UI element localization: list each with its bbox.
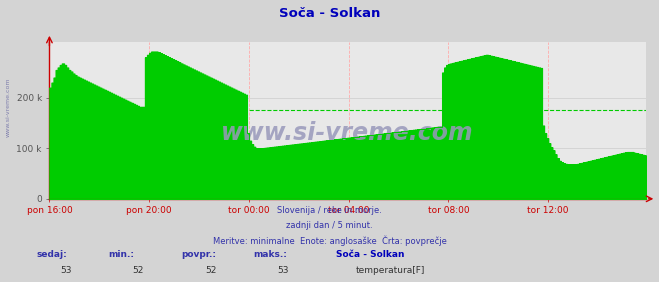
Text: www.si-vreme.com: www.si-vreme.com bbox=[221, 121, 474, 145]
Text: Soča - Solkan: Soča - Solkan bbox=[336, 250, 405, 259]
Text: Soča - Solkan: Soča - Solkan bbox=[279, 7, 380, 20]
Text: zadnji dan / 5 minut.: zadnji dan / 5 minut. bbox=[286, 221, 373, 230]
Text: 53: 53 bbox=[277, 266, 289, 275]
Text: 52: 52 bbox=[132, 266, 144, 275]
Text: sedaj:: sedaj: bbox=[36, 250, 67, 259]
Text: temperatura[F]: temperatura[F] bbox=[356, 266, 425, 275]
Text: Meritve: minimalne  Enote: anglosaške  Črta: povprečje: Meritve: minimalne Enote: anglosaške Črt… bbox=[213, 236, 446, 246]
Text: www.si-vreme.com: www.si-vreme.com bbox=[5, 78, 11, 137]
Text: maks.:: maks.: bbox=[254, 250, 287, 259]
Text: povpr.:: povpr.: bbox=[181, 250, 216, 259]
Text: Slovenija / reke in morje.: Slovenija / reke in morje. bbox=[277, 206, 382, 215]
Text: 53: 53 bbox=[60, 266, 72, 275]
Text: min.:: min.: bbox=[109, 250, 134, 259]
Text: 52: 52 bbox=[205, 266, 217, 275]
